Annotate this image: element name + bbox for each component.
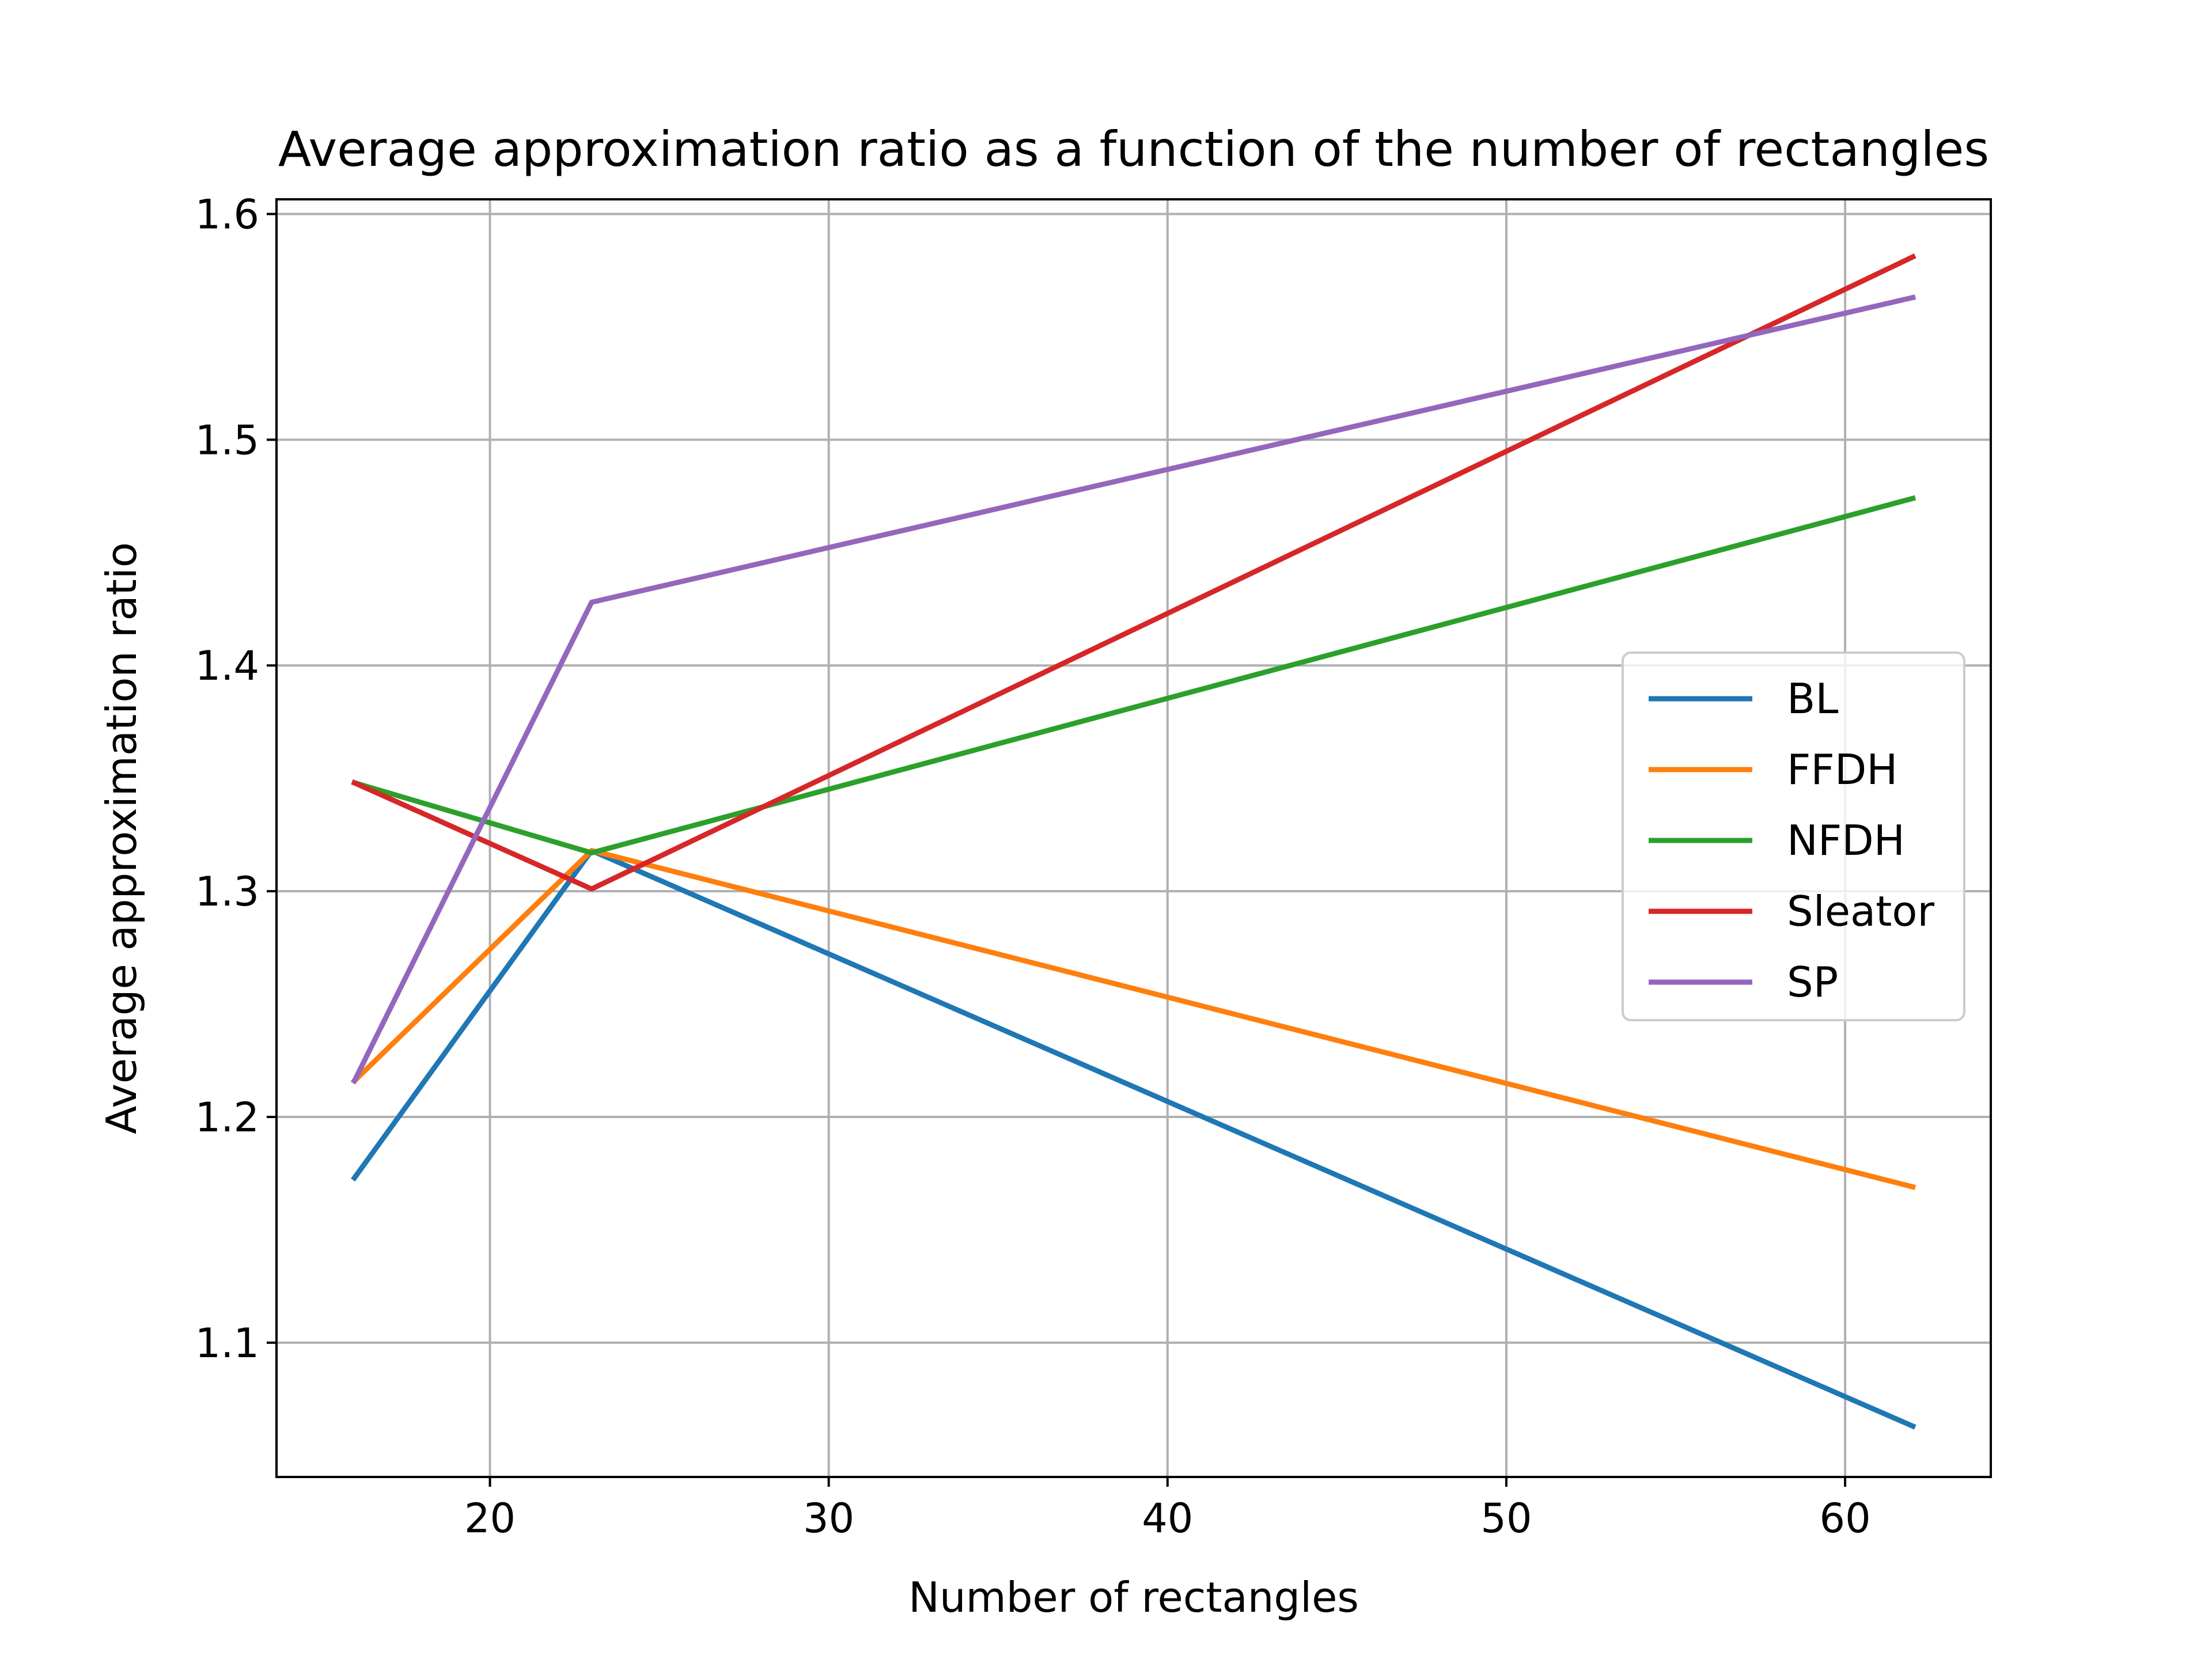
axis-ticks: 20 30 40 50 60 1.1 1.2 1.3 1.4 1.5 1.6 [195,191,1871,1542]
series-line-sp [351,294,1916,1085]
y-axis-label: Average approximation ratio [97,542,146,1134]
x-tick-label: 30 [803,1495,854,1542]
legend-label-bl: BL [1787,675,1839,723]
y-tick-label: 1.1 [195,1320,259,1367]
legend-frame [1622,652,1965,1021]
y-tick-label: 1.3 [195,868,259,915]
x-tick-label: 40 [1142,1495,1193,1542]
legend-label-sleator: Sleator [1787,887,1934,935]
legend-label-ffdh: FFDH [1787,745,1897,794]
legend-label-nfdh: NFDH [1787,816,1905,865]
legend-label-sp: SP [1787,958,1838,1006]
y-tick-label: 1.5 [195,416,259,464]
series-lines [350,253,1916,1430]
y-tick-label: 1.2 [195,1094,259,1141]
series-line-sleator [351,253,1916,892]
y-tick-label: 1.6 [195,191,259,238]
chart-title: Average approximation ratio as a functio… [278,121,1989,177]
y-tick-label: 1.4 [195,642,259,690]
plot-frame [275,198,1992,1478]
x-tick-label: 60 [1820,1495,1871,1542]
x-axis-label: Number of rectangles [908,1573,1359,1622]
series-line-nfdh [351,495,1916,855]
legend: BL FFDH NFDH Sleator SP [1622,652,1965,1021]
x-tick-label: 20 [464,1495,516,1542]
x-tick-label: 50 [1480,1495,1532,1542]
